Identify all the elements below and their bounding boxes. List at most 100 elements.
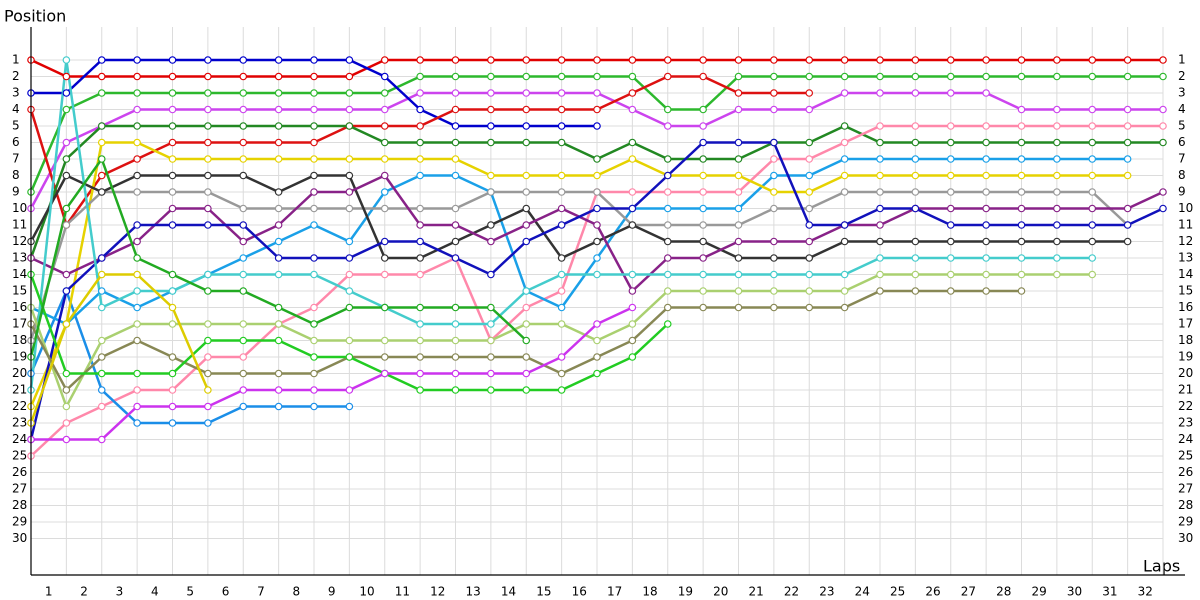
point [982, 237, 990, 246]
point [345, 386, 354, 394]
point [310, 155, 318, 163]
point [593, 221, 601, 229]
point [451, 336, 460, 345]
point [204, 122, 212, 130]
point [911, 254, 920, 262]
point [1017, 287, 1026, 295]
point [310, 105, 318, 114]
point [133, 369, 141, 378]
point [1159, 188, 1167, 196]
point [982, 204, 990, 213]
point [62, 72, 71, 81]
point [1017, 122, 1026, 130]
point [239, 204, 248, 213]
point [699, 138, 707, 147]
point [840, 122, 849, 130]
point [946, 221, 955, 229]
point [133, 237, 141, 246]
point [1017, 72, 1026, 81]
point [345, 303, 354, 312]
point [416, 237, 424, 246]
point [451, 320, 460, 328]
point [168, 188, 177, 196]
point [805, 72, 814, 81]
point [274, 72, 283, 81]
y-tick-label: 13 [12, 251, 27, 265]
point [593, 155, 601, 163]
point [416, 204, 424, 213]
point [982, 72, 990, 81]
point [628, 270, 637, 279]
x-tick-label: 24 [855, 585, 870, 599]
point [1088, 105, 1097, 114]
y-tick-label: 6 [12, 135, 20, 149]
point [522, 89, 531, 97]
point [133, 303, 141, 312]
y-tick-label: 9 [12, 185, 20, 199]
point [451, 303, 460, 312]
point [770, 188, 778, 196]
point [239, 72, 248, 81]
point [982, 221, 990, 229]
point [239, 105, 248, 114]
point [911, 287, 920, 295]
point [840, 171, 849, 180]
point [557, 369, 566, 378]
point [734, 237, 743, 246]
y2-tick-label: 16 [1178, 300, 1193, 314]
point [416, 138, 424, 147]
point [522, 336, 531, 345]
point [911, 122, 920, 130]
point [168, 89, 177, 97]
point [876, 89, 884, 97]
point [699, 221, 707, 229]
point [628, 56, 637, 64]
point [487, 171, 495, 180]
y-tick-label: 10 [12, 201, 27, 215]
point [97, 402, 106, 411]
series-line [30, 157, 1128, 326]
x-tick-label: 26 [925, 585, 940, 599]
point [168, 155, 177, 163]
point [522, 56, 531, 64]
point [416, 171, 424, 180]
point [133, 171, 141, 180]
point [663, 320, 672, 328]
point [1123, 237, 1132, 246]
point [770, 204, 778, 213]
point [274, 402, 283, 411]
point [97, 89, 106, 97]
point [380, 303, 389, 312]
x-tick-label: 1 [45, 585, 53, 599]
point [345, 89, 354, 97]
x-tick-label: 31 [1102, 585, 1117, 599]
point [345, 237, 354, 246]
point [380, 237, 389, 246]
point [204, 155, 212, 163]
point [168, 221, 177, 229]
point [593, 270, 601, 279]
point [1088, 188, 1097, 196]
point [982, 122, 990, 130]
point [416, 386, 424, 394]
point [310, 402, 318, 411]
point [522, 237, 531, 246]
point [876, 155, 884, 163]
point [274, 56, 283, 64]
y-tick-label: 19 [12, 350, 27, 364]
point [451, 254, 460, 262]
point [487, 138, 495, 147]
point [911, 72, 920, 81]
point [557, 270, 566, 279]
point [1053, 204, 1061, 213]
point [770, 56, 778, 64]
point [380, 270, 389, 279]
point [97, 122, 106, 130]
y-tick-label: 1 [12, 53, 20, 67]
point [557, 122, 566, 130]
point [62, 419, 71, 427]
point [1088, 72, 1097, 81]
x-tick-label: 7 [257, 585, 265, 599]
point [734, 303, 743, 312]
point [62, 221, 71, 229]
